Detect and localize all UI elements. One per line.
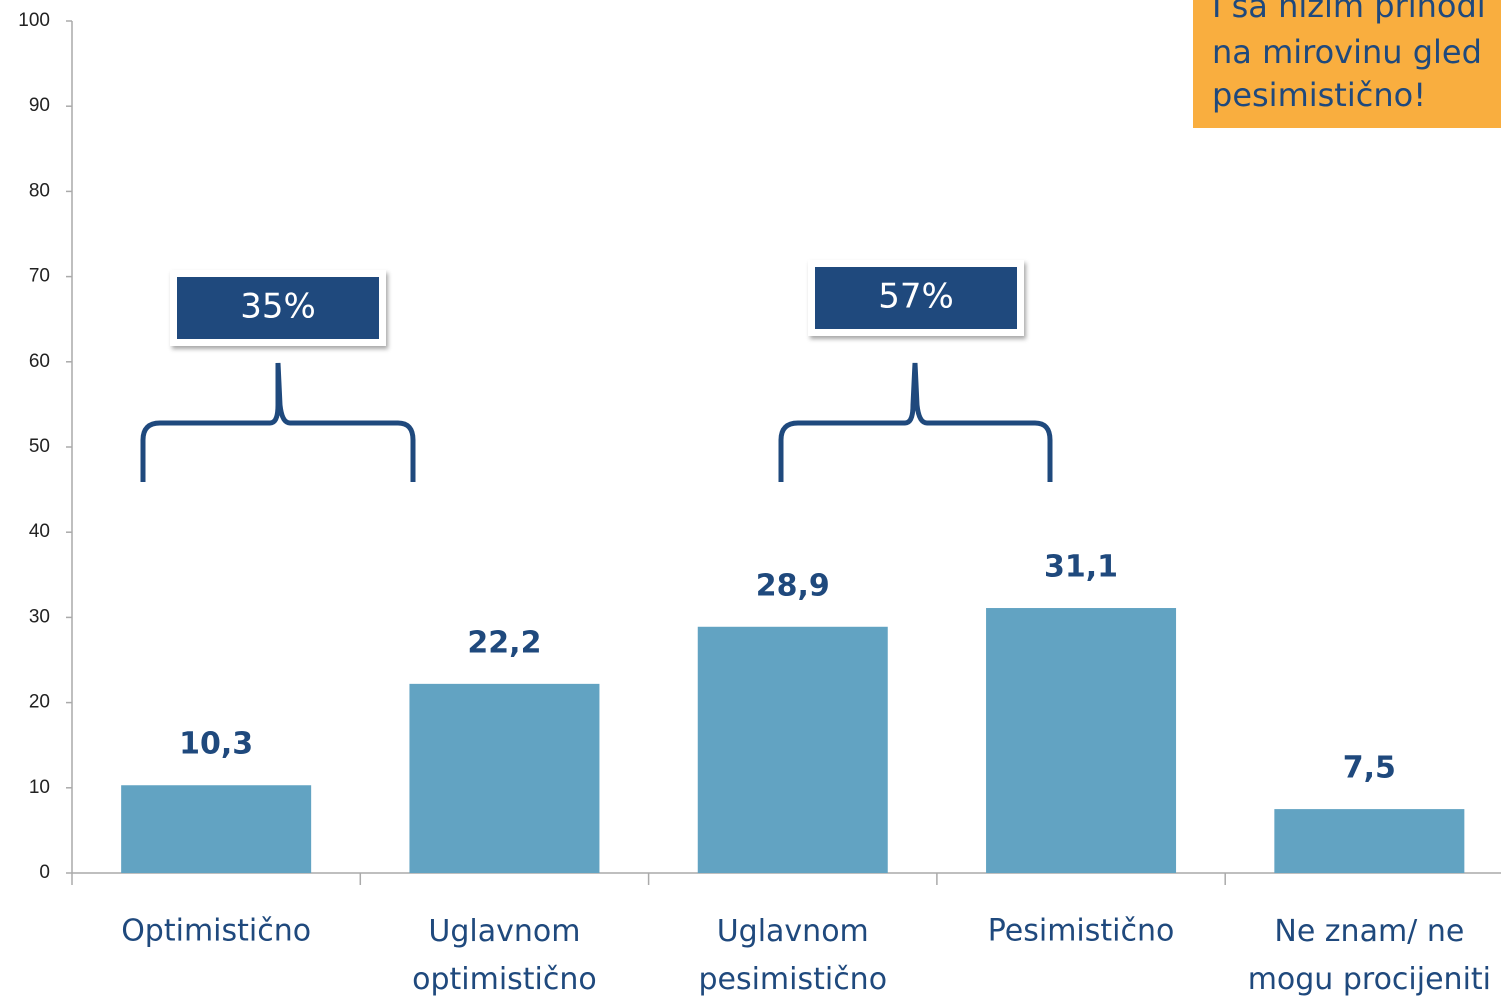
x-tick-label: Optimistično: [121, 914, 311, 949]
bar: [409, 683, 600, 873]
bar: [697, 626, 888, 873]
annotation: 57%: [878, 277, 954, 317]
annotation-box: [177, 277, 379, 339]
y-tick-label: 30: [29, 606, 50, 627]
value-label: 22,2: [467, 625, 541, 660]
y-tick-label: 60: [29, 351, 50, 372]
y-tick-label: 70: [29, 266, 50, 287]
callout-text: pesimistično!: [1212, 76, 1426, 114]
y-tick-label: 50: [29, 436, 50, 457]
bar: [121, 785, 312, 873]
y-tick-label: 90: [29, 95, 50, 116]
bar: [1274, 809, 1465, 873]
bar: [986, 608, 1177, 873]
value-label: 28,9: [756, 568, 830, 603]
value-label: 7,5: [1343, 751, 1396, 786]
x-tick-label: Pesimistično: [988, 914, 1175, 949]
callout-text: I sa nižim prihodi: [1212, 0, 1486, 25]
y-tick-label: 20: [29, 692, 50, 713]
callout-text: na mirovinu gled: [1212, 33, 1482, 71]
value-label: 10,3: [179, 727, 253, 762]
y-tick-label: 0: [39, 862, 50, 883]
x-tick-label: Ne znam/ ne mogu procijeniti: [1248, 914, 1491, 997]
x-tick-label: Uglavnom optimistično: [412, 914, 597, 997]
y-tick-label: 10: [29, 777, 50, 798]
brace: [778, 362, 1053, 482]
annotation: 35%: [240, 287, 316, 327]
value-label: 31,1: [1044, 550, 1118, 585]
y-tick-label: 40: [29, 521, 50, 542]
y-tick-label: 100: [18, 10, 50, 31]
brace: [140, 362, 416, 482]
callout-box: [1193, 0, 1501, 128]
x-tick-label: Uglavnom pesimistično: [698, 914, 887, 997]
y-tick-label: 80: [29, 180, 50, 201]
annotation-box: [815, 267, 1017, 329]
